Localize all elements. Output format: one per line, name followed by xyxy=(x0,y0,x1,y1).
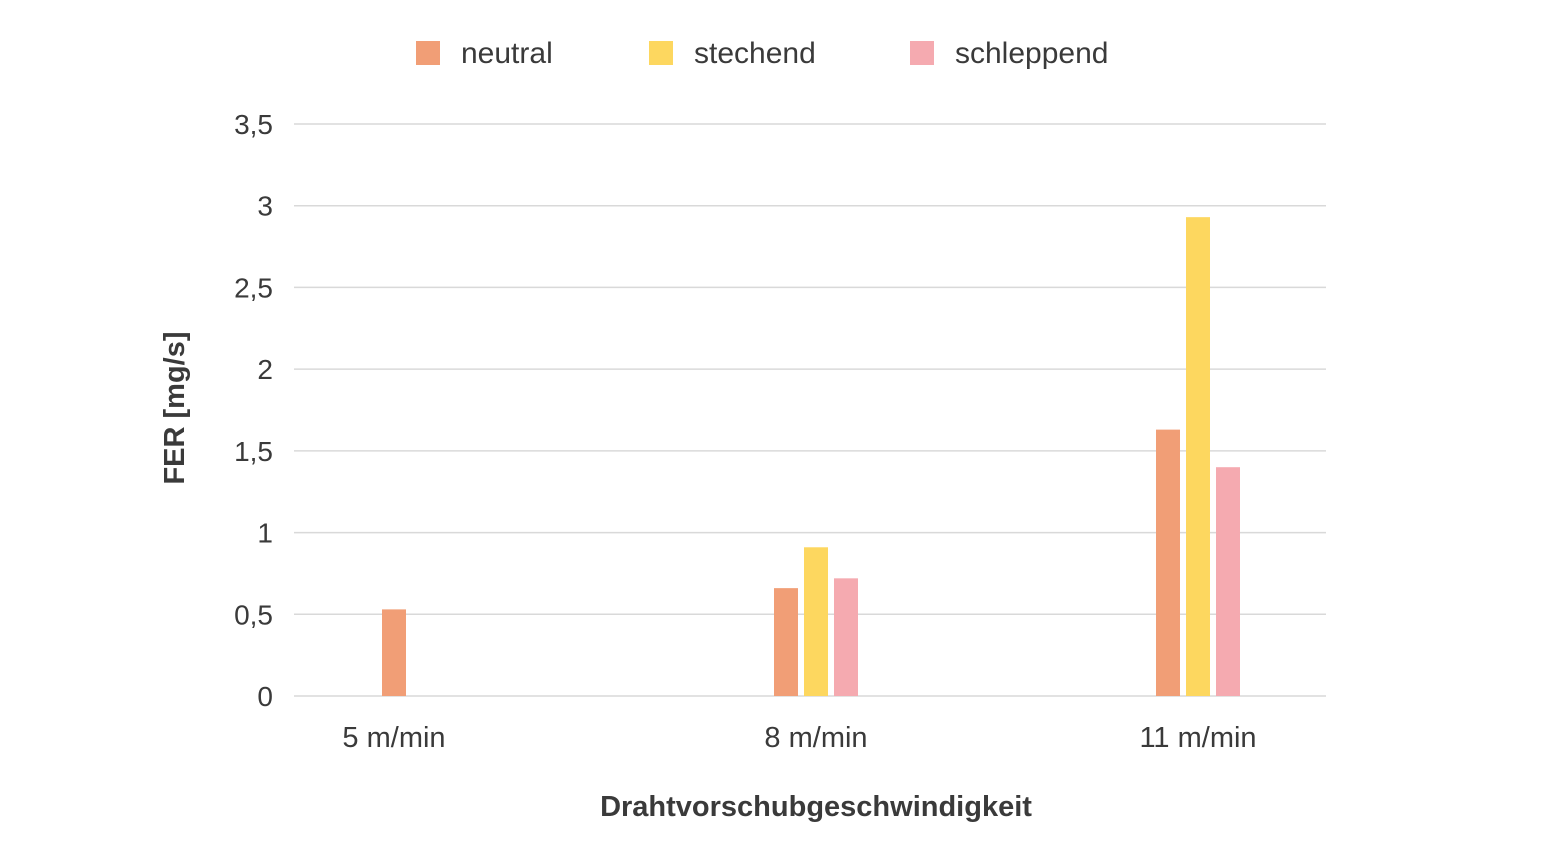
x-axis-ticks: 5 m/min 8 m/min 11 m/min xyxy=(342,722,1256,754)
bar-schleppend-11-m-min xyxy=(1216,467,1240,696)
x-axis-title: Drahtvorschubgeschwindigkeit xyxy=(600,791,1032,823)
legend-label-neutral: neutral xyxy=(461,37,553,70)
legend: neutral stechend schleppend xyxy=(416,37,1108,70)
bars xyxy=(382,217,1240,696)
x-tick-label: 11 m/min xyxy=(1139,722,1256,754)
y-tick-label: 1,5 xyxy=(234,436,273,467)
y-axis-ticks: 0 0,5 1 1,5 2 2,5 3 3,5 xyxy=(234,109,273,712)
bar-neutral-11-m-min xyxy=(1156,429,1180,696)
y-tick-label: 3 xyxy=(257,191,273,222)
y-tick-label: 0 xyxy=(257,681,273,712)
y-tick-label: 0,5 xyxy=(234,599,273,630)
y-axis-title: FER [mg/s] xyxy=(159,331,191,484)
bar-neutral-8-m-min xyxy=(774,588,798,696)
y-tick-label: 1 xyxy=(257,518,273,549)
y-tick-label: 2 xyxy=(257,354,273,385)
gridlines xyxy=(294,123,1326,697)
y-tick-label: 3,5 xyxy=(234,109,273,140)
x-tick-label: 5 m/min xyxy=(342,722,445,754)
legend-swatch-schleppend xyxy=(910,41,934,65)
y-tick-label: 2,5 xyxy=(234,272,273,303)
bar-stechend-8-m-min xyxy=(804,547,828,696)
bar-schleppend-8-m-min xyxy=(834,578,858,696)
bar-neutral-5-m-min xyxy=(382,609,406,696)
legend-swatch-neutral xyxy=(416,41,440,65)
x-tick-label: 8 m/min xyxy=(764,722,867,754)
legend-swatch-stechend xyxy=(649,41,673,65)
legend-label-schleppend: schleppend xyxy=(955,37,1108,70)
bar-stechend-11-m-min xyxy=(1186,217,1210,696)
legend-label-stechend: stechend xyxy=(694,37,816,70)
